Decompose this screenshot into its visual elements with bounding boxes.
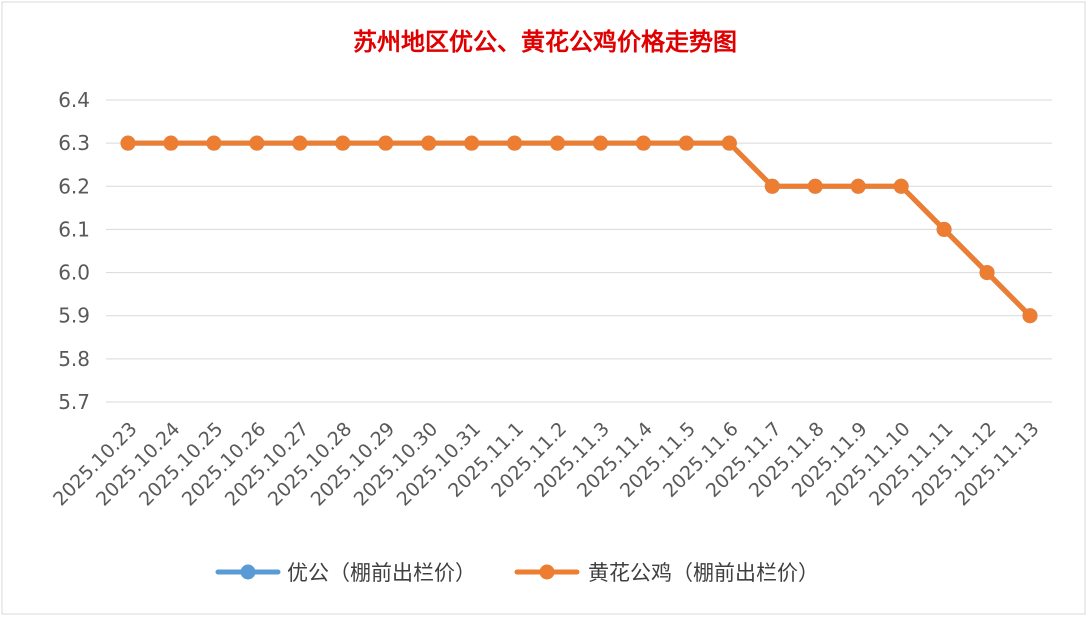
data-point xyxy=(893,178,909,194)
y-tick-label: 5.7 xyxy=(58,390,90,414)
legend-item: 黄花公鸡（棚前出栏价） xyxy=(514,561,819,585)
data-point xyxy=(979,265,995,281)
chart-title: 苏州地区优公、黄花公鸡价格走势图 xyxy=(353,27,737,56)
data-point xyxy=(764,178,780,194)
data-point xyxy=(206,135,222,151)
data-point xyxy=(335,135,351,151)
data-point xyxy=(592,135,608,151)
legend-label: 黄花公鸡（棚前出栏价） xyxy=(588,561,819,585)
data-point xyxy=(936,221,952,237)
legend-swatch-marker xyxy=(240,564,256,580)
data-point xyxy=(721,135,737,151)
data-point xyxy=(635,135,651,151)
y-tick-label: 5.8 xyxy=(58,347,90,371)
y-tick-label: 6.1 xyxy=(58,217,90,241)
y-tick-label: 6.4 xyxy=(58,88,90,112)
y-axis-ticks: 6.4 6.3 6.2 6.1 6.0 5.9 5.8 5.7 xyxy=(58,88,90,414)
data-point xyxy=(292,135,308,151)
legend-label: 优公（棚前出栏价） xyxy=(287,561,476,585)
data-point xyxy=(163,135,179,151)
data-point xyxy=(807,178,823,194)
data-point xyxy=(1022,308,1038,324)
y-tick-label: 6.0 xyxy=(58,261,90,285)
data-point xyxy=(507,135,523,151)
data-point xyxy=(120,135,136,151)
series-lines xyxy=(120,135,1038,324)
y-tick-label: 6.2 xyxy=(58,174,90,198)
data-point xyxy=(550,135,566,151)
data-point xyxy=(421,135,437,151)
y-tick-label: 6.3 xyxy=(58,131,90,155)
legend-item: 优公（棚前出栏价） xyxy=(215,561,476,585)
data-point xyxy=(249,135,265,151)
data-point xyxy=(378,135,394,151)
data-point xyxy=(678,135,694,151)
y-tick-label: 5.9 xyxy=(58,304,90,328)
legend: 优公（棚前出栏价） 黄花公鸡（棚前出栏价） xyxy=(215,561,819,585)
legend-swatch-marker xyxy=(539,564,555,580)
series-1 xyxy=(120,135,1038,324)
data-point xyxy=(850,178,866,194)
data-point xyxy=(464,135,480,151)
series-line xyxy=(125,140,1033,319)
